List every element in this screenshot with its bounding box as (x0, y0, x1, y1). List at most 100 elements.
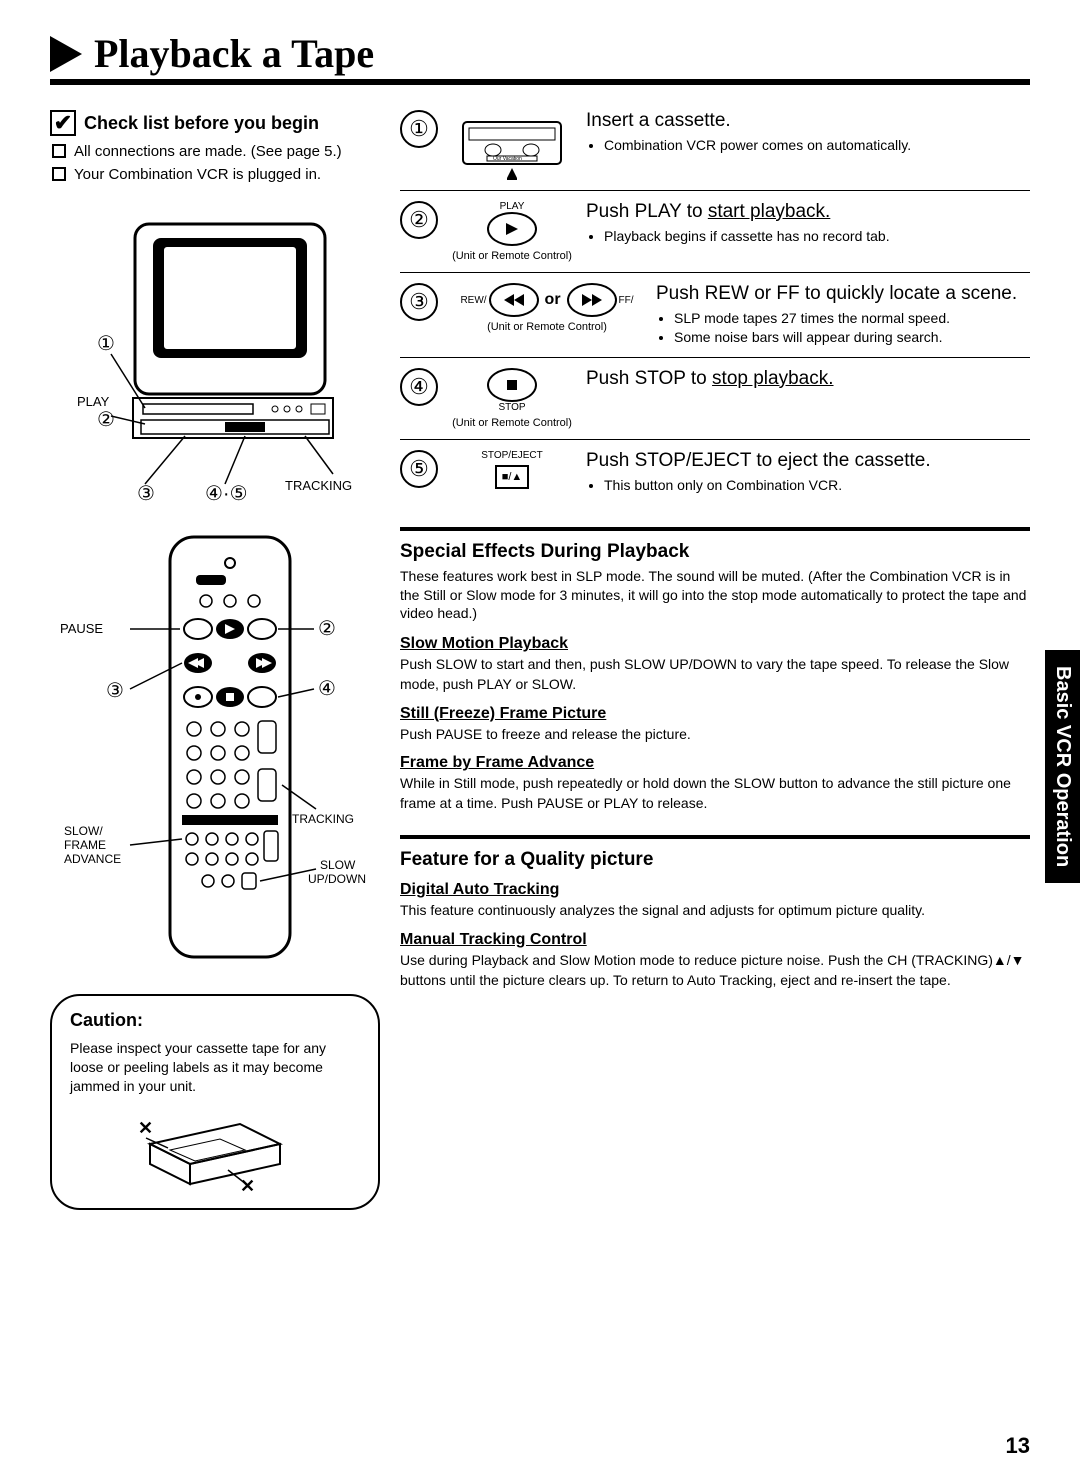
step-bullet: Some noise bars will appear during searc… (674, 328, 1030, 347)
cassette-icon: ✕ ✕ (130, 1104, 300, 1194)
sub-title: Manual Tracking Control (400, 931, 1030, 949)
step-heading-text: Insert a cassette. (586, 110, 731, 131)
icon-label: STOP (498, 402, 525, 413)
step-number: ① (400, 110, 438, 148)
step-icon: REW/ or FF/ (Unit or Remote Control) (452, 283, 642, 347)
callout-1: ① (97, 333, 115, 355)
step-heading: Push REW or FF to quickly locate a scene… (656, 283, 1030, 305)
quality-picture-section: Feature for a Quality picture Digital Au… (400, 849, 1030, 990)
checkbox-icon (52, 144, 66, 158)
section-title: Special Effects During Playback (400, 541, 1030, 563)
step-1: ① Our Vacation Insert a cassette. (400, 110, 1030, 191)
step-bullet: Playback begins if cassette has no recor… (604, 227, 1030, 246)
svg-text:④: ④ (318, 678, 336, 700)
step-bullet: SLP mode tapes 27 times the normal speed… (674, 309, 1030, 328)
title-arrow-icon (50, 36, 82, 72)
caution-box: Caution: Please inspect your cassette ta… (50, 994, 380, 1210)
step-2: ② PLAY (Unit or Remote Control) Push PLA… (400, 191, 1030, 273)
sub-text: While in Still mode, push repeatedly or … (400, 774, 1030, 813)
page-number: 13 (1006, 1433, 1030, 1459)
icon-note: (Unit or Remote Control) (452, 417, 572, 429)
step-icon: STOP/EJECT ■/▲ (452, 450, 572, 495)
divider (400, 527, 1030, 531)
svg-text:✕: ✕ (240, 1176, 255, 1194)
svg-text:SLOW/: SLOW/ (64, 824, 103, 838)
divider (400, 835, 1030, 839)
title-bar: Playback a Tape (50, 30, 1030, 85)
section-note: These features work best in SLP mode. Th… (400, 567, 1030, 624)
step-heading-text: Push PLAY to (586, 201, 708, 222)
step-bullet: This button only on Combination VCR. (604, 476, 1030, 495)
checkbox-icon (52, 167, 66, 181)
step-heading-text: Push STOP to (586, 368, 712, 389)
step-number: ② (400, 201, 438, 239)
remote-illustration: PAUSE ② ③ ④ TRACKING SLOW/ FRAME ADVANCE… (50, 529, 380, 974)
svg-text:SLOW: SLOW (320, 858, 356, 872)
checklist: ✔ Check list before you begin All connec… (50, 110, 380, 184)
step-heading: Push STOP to stop playback. (586, 368, 1030, 390)
step-4: ④ STOP (Unit or Remote Control) Push STO… (400, 358, 1030, 440)
sub-text: Push SLOW to start and then, push SLOW U… (400, 655, 1030, 694)
svg-text:✕: ✕ (138, 1118, 153, 1138)
checklist-title: Check list before you begin (84, 113, 319, 134)
step-number: ③ (400, 283, 438, 321)
checklist-item-text: All connections are made. (See page 5.) (74, 142, 342, 162)
rew-label: REW/ (460, 295, 486, 306)
sub-title: Digital Auto Tracking (400, 881, 1030, 899)
step-bullet: Combination VCR power comes on automatic… (604, 136, 1030, 155)
sub-text: Push PAUSE to freeze and release the pic… (400, 725, 1030, 745)
sub-title: Frame by Frame Advance (400, 754, 1030, 772)
play-label: PLAY (77, 394, 110, 409)
stop-eject-button-icon: ■/▲ (495, 465, 529, 489)
svg-text:②: ② (318, 618, 336, 640)
callout-2: ② (97, 409, 115, 431)
ff-button-icon (567, 283, 617, 317)
step-heading: Push PLAY to start playback. (586, 201, 1030, 223)
caution-text: Please inspect your cassette tape for an… (70, 1039, 360, 1096)
caution-title: Caution: (70, 1010, 360, 1031)
svg-text:ADVANCE: ADVANCE (64, 852, 121, 866)
sub-text: This feature continuously analyzes the s… (400, 901, 1030, 921)
svg-text:TRACKING: TRACKING (292, 812, 354, 826)
icon-note: (Unit or Remote Control) (452, 250, 572, 262)
step-number: ④ (400, 368, 438, 406)
step-icon: Our Vacation (452, 110, 572, 180)
side-tab: Basic VCR Operation (1045, 650, 1080, 883)
section-title: Feature for a Quality picture (400, 849, 1030, 871)
step-number: ⑤ (400, 450, 438, 488)
tracking-label: TRACKING (285, 478, 352, 493)
or-label: or (545, 291, 561, 309)
step-heading: Push STOP/EJECT to eject the cassette. (586, 450, 1030, 472)
icon-note: (Unit or Remote Control) (487, 321, 607, 333)
icon-label: STOP/EJECT (481, 450, 543, 461)
step-heading: Insert a cassette. (586, 110, 1030, 132)
svg-text:Our Vacation: Our Vacation (493, 156, 522, 162)
sub-text: Use during Playback and Slow Motion mode… (400, 951, 1030, 990)
step-icon: PLAY (Unit or Remote Control) (452, 201, 572, 262)
checklist-item-text: Your Combination VCR is plugged in. (74, 165, 321, 185)
checkmark-icon: ✔ (50, 110, 76, 136)
icon-label: PLAY (500, 201, 525, 212)
special-effects-section: Special Effects During Playback These fe… (400, 541, 1030, 814)
checklist-item: Your Combination VCR is plugged in. (52, 165, 380, 185)
svg-text:UP/DOWN: UP/DOWN (308, 872, 366, 886)
step-heading-underline: start playback. (708, 201, 831, 222)
stop-button-icon (487, 368, 537, 402)
page-title: Playback a Tape (94, 30, 374, 77)
checklist-item: All connections are made. (See page 5.) (52, 142, 380, 162)
step-5: ⑤ STOP/EJECT ■/▲ Push STOP/EJECT to ejec… (400, 440, 1030, 505)
step-icon: STOP (Unit or Remote Control) (452, 368, 572, 429)
svg-text:PAUSE: PAUSE (60, 621, 103, 636)
play-button-icon (487, 212, 537, 246)
tv-illustration: ① PLAY ② ③ ④·⑤ TRACKING (50, 214, 380, 509)
step-heading-underline: stop playback. (712, 368, 833, 389)
step-3: ③ REW/ or FF/ (Unit or Remote Control) P… (400, 273, 1030, 358)
sub-title: Still (Freeze) Frame Picture (400, 705, 1030, 723)
sub-title: Slow Motion Playback (400, 635, 1030, 653)
ff-label: FF/ (619, 295, 634, 306)
callout-3: ③ (137, 483, 155, 504)
callout-45: ④·⑤ (205, 483, 248, 504)
rew-button-icon (489, 283, 539, 317)
svg-text:FRAME: FRAME (64, 838, 106, 852)
svg-text:③: ③ (106, 680, 124, 702)
